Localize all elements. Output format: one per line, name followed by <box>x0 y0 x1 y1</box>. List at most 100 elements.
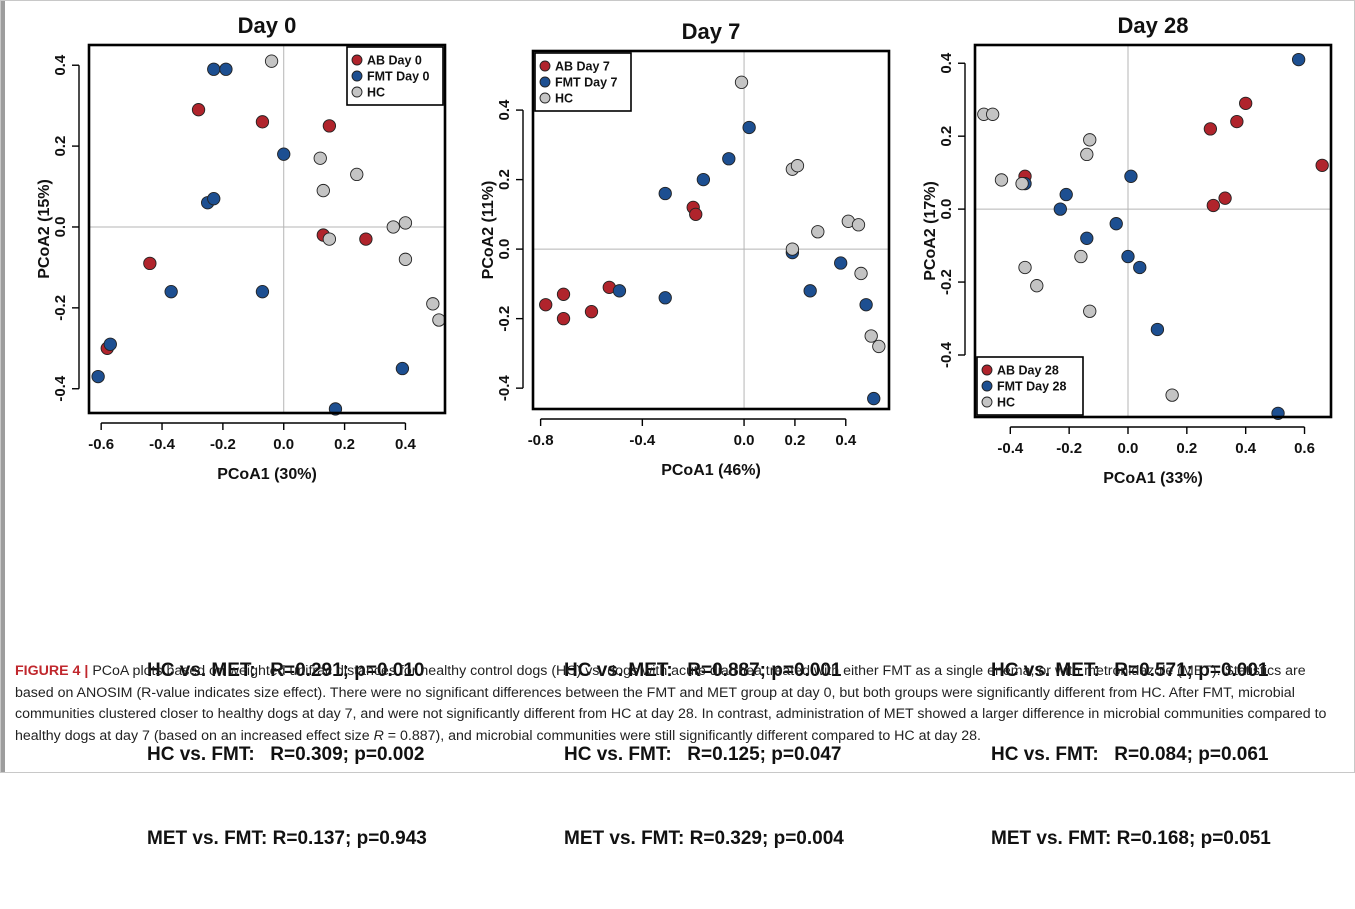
legend: AB Day 28 FMT Day 28 HC <box>976 356 1084 416</box>
legend-box <box>534 52 632 112</box>
data-point <box>359 232 373 246</box>
data-point <box>811 225 825 239</box>
data-point <box>851 218 866 232</box>
y-tick-label: -0.4 <box>938 341 955 368</box>
y-tick-label: 0.2 <box>938 126 955 147</box>
stats-row: HC vs. FMT: R=0.125; p=0.047 <box>564 741 844 769</box>
y-axis-label: PCoA2 (17%) <box>923 181 939 281</box>
data-point <box>264 54 279 68</box>
legend-label: FMT Day 7 <box>555 76 618 90</box>
data-point <box>696 172 711 187</box>
series-fmt-day-0 <box>91 62 410 416</box>
x-tick-label: 0.0 <box>734 432 755 449</box>
data-point <box>658 291 672 305</box>
legend-marker <box>539 76 551 88</box>
legend-box <box>346 46 444 106</box>
y-tick-label: 0.4 <box>496 99 513 121</box>
legend-marker <box>351 54 363 66</box>
data-point <box>658 186 672 201</box>
data-point <box>1015 176 1029 191</box>
caption-text-part1: PCoA plots based on weighted unifrac dis… <box>15 663 1327 744</box>
y-tick-label: 0.4 <box>938 52 955 74</box>
stats-label: HC vs. FMT: <box>991 744 1099 765</box>
series-ab-day-7 <box>539 200 703 326</box>
legend-marker <box>351 70 363 82</box>
plot-frame <box>531 49 891 411</box>
chart-panel-day-28: Day 28 -0.4 -0.2 0.0 0.2 0.4 0.6 PCoA1 (33%) -0.… <box>923 1 1333 601</box>
legend-label: AB Day 7 <box>555 60 610 74</box>
data-point <box>277 147 291 161</box>
chart-panel-day-0: Day 0 -0.6 -0.4 -0.2 0.0 0.2 0.4 PCoA1 (30%) -0.… <box>37 1 447 601</box>
series-ab-day-28 <box>1018 96 1329 213</box>
x-tick-label: 0.4 <box>395 436 417 453</box>
stats-value: R=0.137; p=0.943 <box>272 828 427 849</box>
chart-day-28: Day 28 -0.4 -0.2 0.0 0.2 0.4 0.6 PCoA1 (33%) -0.… <box>923 13 1333 487</box>
legend: AB Day 7 FMT Day 7 HC <box>534 52 632 112</box>
legend-marker <box>539 92 551 104</box>
legend-marker <box>351 86 363 98</box>
chart-day-0: Day 0 -0.6 -0.4 -0.2 0.0 0.2 0.4 PCoA1 (30%) -0.… <box>37 13 447 483</box>
stats-value: R=0.329; p=0.004 <box>689 828 844 849</box>
x-tick-label: -0.2 <box>210 436 236 453</box>
data-point <box>854 266 868 281</box>
stats-row: HC vs. MET: R=0.887; p=0.001 <box>564 657 844 685</box>
stats-label: HC vs. MET: <box>564 660 673 681</box>
data-point <box>322 232 337 246</box>
data-point <box>398 252 413 266</box>
data-point <box>1165 388 1179 402</box>
data-point <box>219 62 233 76</box>
data-point <box>91 369 105 384</box>
data-point <box>1291 52 1306 67</box>
stats-label: HC vs. FMT: <box>564 744 672 765</box>
legend-label: HC <box>367 86 385 100</box>
legend-label: AB Day 0 <box>367 54 422 68</box>
data-point <box>207 192 221 206</box>
data-point <box>834 256 848 270</box>
x-tick-label: 0.0 <box>273 436 294 453</box>
caption-separator: | <box>84 663 89 679</box>
data-point <box>255 115 270 129</box>
x-tick-label: 0.2 <box>334 436 355 453</box>
chart-title: Day 7 <box>682 19 741 44</box>
x-axis-label: PCoA1 (33%) <box>1103 470 1203 487</box>
data-point <box>1083 133 1097 147</box>
data-point <box>316 183 330 198</box>
data-point <box>1080 147 1094 162</box>
data-point <box>1030 279 1044 293</box>
data-point <box>734 75 749 89</box>
data-point <box>426 297 440 311</box>
stats-label: HC vs. FMT: <box>147 744 255 765</box>
x-tick-label: 0.2 <box>1176 440 1197 457</box>
data-point <box>1203 122 1218 136</box>
plot-frame <box>87 43 447 415</box>
legend-marker <box>539 60 551 72</box>
data-point <box>1059 187 1073 202</box>
y-axis-label: PCoA2 (15%) <box>37 179 53 279</box>
x-tick-label: 0.4 <box>1235 440 1257 457</box>
data-point <box>1239 96 1253 111</box>
data-point <box>556 311 571 326</box>
data-point <box>103 337 117 351</box>
figure-frame: Day 0 -0.6 -0.4 -0.2 0.0 0.2 0.4 PCoA1 (30%) -0.… <box>0 0 1355 849</box>
legend-box <box>976 356 1084 416</box>
stats-value: R=0.571; p=0.001 <box>1114 660 1269 681</box>
stats-row: MET vs. FMT: R=0.329; p=0.004 <box>564 825 844 853</box>
stats-value: R=0.887; p=0.001 <box>687 660 842 681</box>
data-point <box>1074 249 1088 264</box>
legend-label: FMT Day 0 <box>367 70 430 84</box>
data-point <box>255 285 270 299</box>
figure-caption: FIGURE 4 | PCoA plots based on weighted … <box>15 661 1340 747</box>
stats-block-day-0: HC vs. MET: R=0.291; p=0.010 HC vs. FMT:… <box>147 601 427 909</box>
data-point <box>859 298 873 312</box>
caption-text-part2: = 0.887), and microbial communities were… <box>383 727 981 744</box>
y-tick-label: 0.4 <box>52 54 69 76</box>
y-tick-label: -0.2 <box>938 269 955 295</box>
legend-marker <box>981 396 993 408</box>
stats-value: R=0.291; p=0.010 <box>270 660 425 681</box>
legend: AB Day 0 FMT Day 0 HC <box>346 46 444 106</box>
data-point <box>864 329 878 343</box>
data-point <box>1230 114 1244 129</box>
data-point <box>313 151 327 165</box>
data-point <box>872 339 886 354</box>
y-tick-label: -0.4 <box>52 375 69 402</box>
